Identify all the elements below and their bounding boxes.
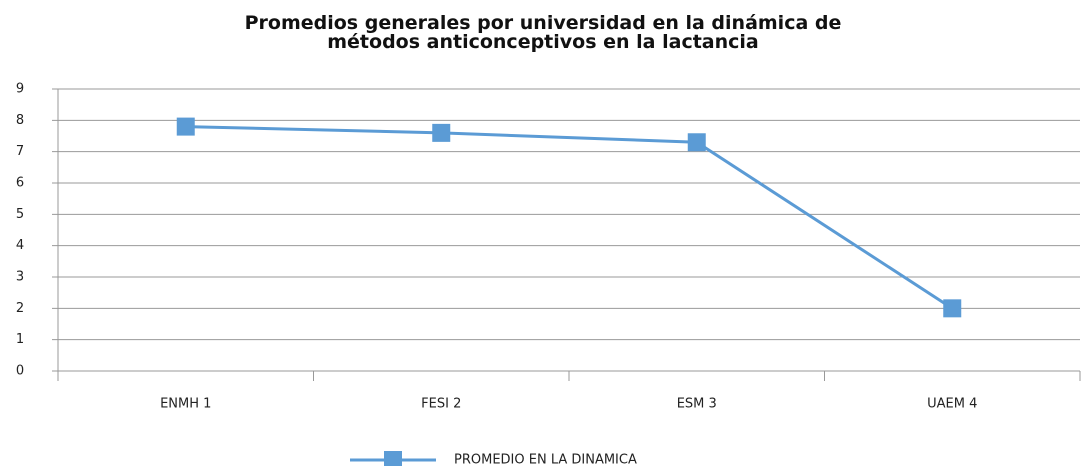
y-tick-label: 0 xyxy=(16,364,24,379)
marker xyxy=(176,117,195,136)
y-tick-label: 9 xyxy=(16,82,24,97)
line xyxy=(185,125,954,310)
x-tick-label: FESI 2 xyxy=(421,397,461,412)
chart-title: Promedios generales por universidad en l… xyxy=(244,12,842,53)
y-tick-label: 6 xyxy=(16,176,24,191)
legend-label: PROMEDIO EN LA DINAMICA xyxy=(454,453,637,466)
y-tick-label: 3 xyxy=(16,270,24,285)
y-tick-label: 5 xyxy=(16,207,24,222)
x-tick-label: ENMH 1 xyxy=(160,397,211,412)
y-tick-label: 4 xyxy=(16,238,24,253)
x-tick-label: UAEM 4 xyxy=(927,397,977,412)
y-tick-label: 7 xyxy=(16,144,24,159)
legend-marker xyxy=(384,451,402,466)
y-tick-label: 8 xyxy=(16,113,24,128)
marker xyxy=(432,123,451,142)
y-tick-label: 2 xyxy=(16,301,24,316)
marker xyxy=(687,133,706,152)
marker xyxy=(943,299,962,318)
y-tick-label: 1 xyxy=(16,332,24,347)
x-tick-label: ESM 3 xyxy=(677,397,717,412)
